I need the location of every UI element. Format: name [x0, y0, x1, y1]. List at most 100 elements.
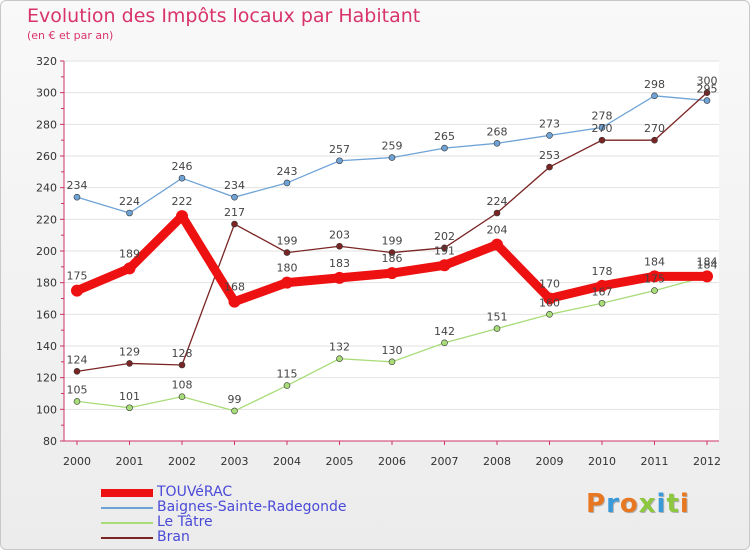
brand-letter: t: [666, 489, 680, 519]
data-label-bran: 270: [592, 122, 613, 135]
data-label-le-tatre: 101: [119, 390, 140, 403]
data-label-bran: 217: [224, 206, 245, 219]
data-label-le-tatre: 175: [644, 273, 665, 286]
data-point-touverac: [228, 295, 241, 308]
data-label-touverac: 175: [67, 270, 88, 283]
data-label-bran: 224: [487, 195, 508, 208]
x-tick-label: 2010: [588, 455, 616, 468]
data-label-touverac: 184: [697, 255, 718, 268]
y-tick-label: 140: [36, 340, 57, 353]
data-label-bran: 300: [697, 75, 718, 88]
data-label-bran: 253: [539, 149, 560, 162]
data-point-bran: [73, 368, 81, 375]
data-point-touverac: [438, 259, 451, 272]
x-tick-label: 2002: [168, 455, 196, 468]
data-label-baignes-sainte-radegonde: 257: [329, 143, 350, 156]
data-point-le-tatre: [441, 339, 448, 347]
data-point-bran: [598, 136, 606, 144]
y-tick-label: 120: [36, 372, 57, 385]
data-label-le-tatre: 184: [697, 258, 718, 271]
x-tick-label: 2004: [273, 455, 301, 468]
data-point-le-tatre: [126, 404, 133, 412]
data-point-touverac: [176, 210, 188, 223]
data-label-le-tatre: 130: [382, 344, 403, 357]
data-point-bran: [546, 163, 553, 171]
data-point-baignes-sainte-radegonde: [126, 209, 133, 217]
data-point-le-tatre: [598, 299, 606, 307]
legend-swatch: [101, 537, 153, 539]
data-point-touverac: [596, 279, 608, 292]
data-label-touverac: 222: [172, 195, 193, 208]
data-label-bran: 203: [329, 228, 350, 241]
legend-swatch: [101, 522, 153, 524]
data-point-baignes-sainte-radegonde: [651, 92, 658, 100]
data-label-baignes-sainte-radegonde: 224: [119, 195, 140, 208]
data-label-le-tatre: 142: [434, 325, 455, 338]
brand-letter: i: [656, 489, 667, 519]
data-label-touverac: 186: [382, 252, 403, 265]
data-point-baignes-sainte-radegonde: [441, 144, 448, 152]
data-point-touverac: [701, 270, 713, 283]
legend-swatch: [101, 507, 153, 509]
data-point-touverac: [648, 270, 661, 283]
data-label-le-tatre: 115: [277, 368, 298, 381]
chart-subtitle: (en € et par an): [27, 29, 114, 42]
data-point-le-tatre: [178, 393, 186, 400]
data-label-le-tatre: 151: [487, 311, 508, 324]
data-point-touverac: [386, 267, 398, 280]
x-tick-label: 2011: [641, 455, 669, 468]
data-label-bran: 199: [382, 235, 403, 248]
data-point-bran: [441, 244, 448, 252]
y-tick-label: 300: [36, 87, 57, 100]
legend-label: TOUVéRAC: [157, 484, 233, 500]
data-label-le-tatre: 132: [329, 341, 350, 354]
y-tick-label: 180: [36, 277, 57, 290]
data-point-baignes-sainte-radegonde: [178, 174, 186, 182]
data-point-le-tatre: [73, 398, 81, 405]
data-point-baignes-sainte-radegonde: [283, 179, 291, 187]
x-tick-label: 2001: [116, 455, 144, 468]
data-point-bran: [703, 89, 711, 96]
data-point-baignes-sainte-radegonde: [388, 154, 396, 161]
data-label-touverac: 191: [434, 244, 455, 257]
data-point-touverac: [491, 238, 503, 251]
brand-logo: Proxiti: [586, 489, 690, 519]
data-label-bran: 270: [644, 122, 665, 135]
legend-label: Bran: [157, 529, 190, 545]
data-label-baignes-sainte-radegonde: 278: [592, 110, 613, 123]
data-point-bran: [388, 249, 396, 256]
data-label-bran: 199: [277, 235, 298, 248]
data-label-touverac: 184: [644, 255, 665, 268]
legend-label: Baignes-Sainte-Radegonde: [157, 499, 347, 515]
data-point-bran: [493, 209, 501, 217]
data-point-touverac: [543, 292, 556, 305]
data-point-le-tatre: [336, 355, 343, 362]
data-label-touverac: 204: [487, 224, 508, 237]
y-tick-label: 320: [36, 55, 57, 68]
data-label-bran: 202: [434, 230, 455, 243]
data-label-bran: 128: [172, 347, 193, 360]
data-point-bran: [283, 249, 291, 256]
data-label-le-tatre: 160: [539, 296, 560, 309]
data-label-baignes-sainte-radegonde: 234: [224, 179, 245, 192]
data-label-baignes-sainte-radegonde: 295: [697, 83, 718, 96]
x-tick-label: 2000: [63, 455, 91, 468]
data-label-le-tatre: 99: [228, 393, 242, 406]
y-tick-label: 220: [36, 213, 57, 226]
brand-letter: r: [606, 489, 620, 519]
data-point-baignes-sainte-radegonde: [598, 124, 606, 131]
data-point-baignes-sainte-radegonde: [336, 157, 343, 165]
y-tick-label: 280: [36, 118, 57, 131]
data-label-touverac: 168: [224, 281, 245, 294]
data-label-touverac: 170: [539, 278, 560, 291]
data-point-bran: [178, 361, 186, 369]
data-point-bran: [336, 242, 343, 250]
data-point-baignes-sainte-radegonde: [231, 193, 238, 201]
data-point-bran: [231, 220, 238, 228]
x-tick-label: 2006: [378, 455, 406, 468]
x-tick-label: 2003: [221, 455, 249, 468]
legend-swatch: [101, 489, 153, 497]
legend-label: Le Tâtre: [157, 514, 213, 530]
data-point-le-tatre: [283, 382, 291, 389]
